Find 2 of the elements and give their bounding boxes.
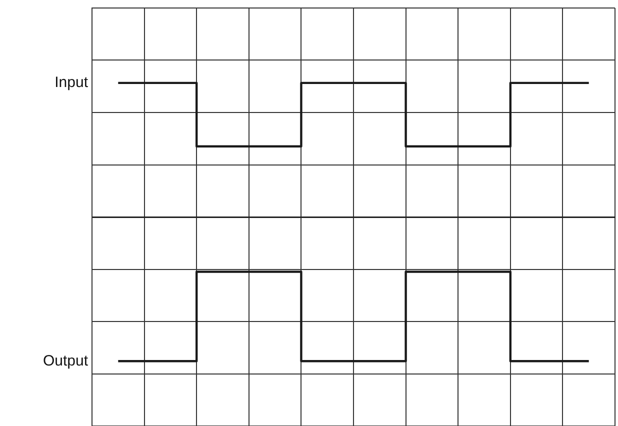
text: Output	[42, 352, 89, 370]
text: Input	[54, 74, 89, 92]
